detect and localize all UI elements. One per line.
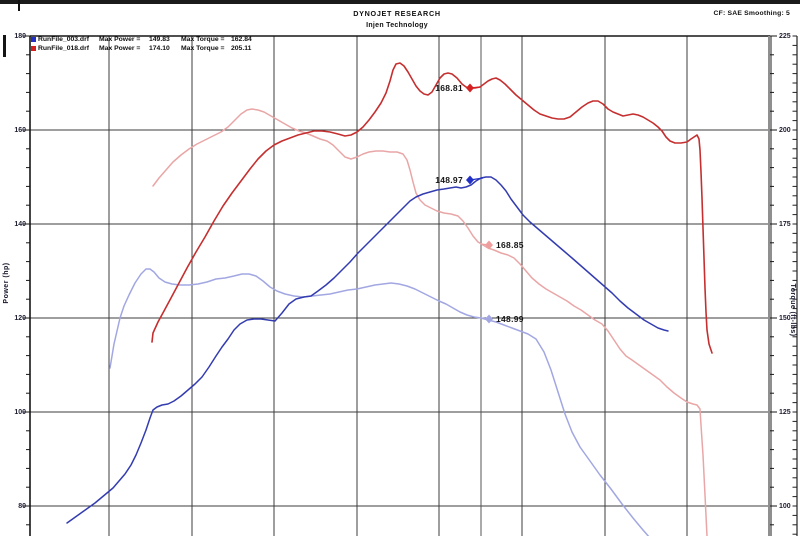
axis-ticks [23,35,797,535]
legend-run-file: RunFile_018.drf [38,44,89,52]
cursor-value-label: 168.85 [496,240,524,250]
cursor-value-label: 148.97 [435,175,463,185]
gridlines [30,36,770,536]
torque-tick-label: 125 [779,408,791,416]
power-tick-label: 160 [14,126,26,134]
cursor-value-label: 168.81 [435,83,463,93]
cursor-marker: 148.97 [435,175,484,185]
cursor-marker: 148.99 [480,314,524,324]
cursor-marker: 168.85 [480,240,524,250]
legend-max-torque-value: 205.11 [231,44,252,52]
power-tick-label: 140 [14,220,26,228]
marker-diamond-icon [485,240,493,250]
legend: RunFile_003.drf Max Power = 149.83 Max Torq… [31,36,281,54]
curve-runfile-003-power [66,176,669,524]
legend-row: RunFile_018.drf Max Power = 174.10 Max Torq… [31,45,281,54]
torque-tick-label: 175 [779,220,791,228]
window-top-notch [18,0,20,11]
legend-swatch [31,37,36,42]
window-top-strip [0,0,800,4]
legend-max-torque-label: Max Torque = [181,36,225,43]
power-axis-title: Power (hp) [3,262,10,304]
plot-borders [29,35,798,536]
app-title: DYNOJET RESEARCH [353,9,441,18]
legend-row: RunFile_003.drf Max Power = 149.83 Max Torq… [31,36,281,45]
torque-tick-label: 200 [779,126,791,134]
legend-max-power-value: 174.10 [149,44,170,52]
power-tick-label: 120 [14,314,26,322]
torque-tick-label: 150 [779,314,791,322]
legend-max-power-label: Max Power = [99,44,141,52]
legend-max-torque-label: Max Torque = [181,44,225,52]
marker-diamond-icon [485,314,493,324]
power-tick-label: 100 [14,408,26,416]
left-edge-artifact [3,35,6,57]
power-tick-label: 180 [14,32,26,40]
shop-name: Injen Technology [366,21,428,29]
curve-runfile-003-torque [109,268,650,536]
torque-tick-label: 225 [779,32,791,40]
legend-swatch [31,45,36,51]
cursor-value-label: 148.99 [496,314,524,324]
legend-max-power-value: 149.83 [149,36,170,43]
legend-run-file: RunFile_003.drf [38,36,89,43]
marker-diamond-icon [466,175,474,185]
cursor-marker: 168.81 [435,83,481,93]
marker-diamond-icon [466,83,474,93]
legend-max-power-label: Max Power = [99,36,141,43]
curve-runfile-018-torque [152,108,708,536]
torque-tick-label: 100 [779,502,791,510]
torque-axis-title: Torque (ft-lbs) [789,283,796,337]
power-tick-label: 80 [18,502,26,510]
legend-max-torque-value: 162.84 [231,36,252,43]
correction-smoothing-note: CF: SAE Smoothing: 5 [713,10,790,17]
